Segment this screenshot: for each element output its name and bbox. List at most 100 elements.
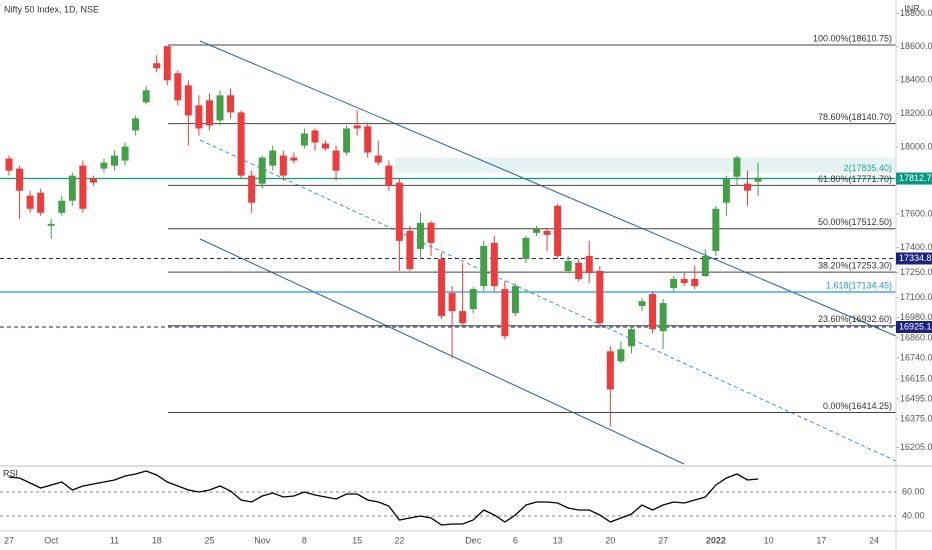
candle-body (733, 157, 741, 177)
candle-body (501, 289, 509, 337)
candle-body (100, 162, 108, 169)
y-tick-label: 16205.00 (900, 442, 932, 452)
x-tick-label: 25 (204, 535, 214, 545)
candle-body (5, 158, 13, 171)
price-tag-label: 16925.15 (899, 321, 932, 331)
candle-body (322, 143, 329, 149)
candle-body (585, 255, 593, 273)
candle-body (121, 146, 129, 161)
price-tag-label: 17334.85 (899, 253, 932, 263)
x-tick-label: 18 (152, 535, 162, 545)
rsi-tick-label: 40.00 (902, 510, 925, 520)
fib-label: 38.20%(17253.30) (818, 260, 892, 270)
candle-body (279, 155, 287, 176)
x-tick-label: 20 (605, 535, 615, 545)
y-tick-label: 17100.00 (900, 292, 932, 302)
extension-label: 1.618(17134.45) (826, 280, 892, 290)
x-tick-label: 11 (110, 535, 119, 545)
extension-band (395, 157, 896, 173)
y-tick-label: 18000.00 (900, 142, 932, 152)
candle-body (332, 150, 340, 171)
candle-body (163, 46, 171, 81)
candle-body (722, 178, 730, 203)
y-tick-label: 17250.00 (900, 267, 932, 277)
y-tick-label: 17400.00 (900, 242, 932, 252)
candle-body (406, 230, 414, 269)
candle-body (58, 200, 66, 213)
candle-body (184, 85, 192, 116)
candle-body (311, 130, 319, 143)
candle-body (385, 165, 393, 186)
candle-body (427, 222, 435, 243)
chart-title: Nifty 50 Index, 1D, NSE (4, 4, 99, 14)
candle-body (216, 95, 224, 121)
y-tick-label: 16615.00 (900, 373, 932, 383)
y-tick-label: 16980.00 (900, 312, 932, 322)
x-tick-label: 27 (658, 535, 668, 545)
candle-body (680, 279, 688, 284)
x-tick-label: 10 (764, 535, 774, 545)
candle-body (490, 242, 498, 287)
x-tick-label: 24 (869, 535, 879, 545)
price-tag (896, 321, 932, 334)
x-tick-label: 27 (4, 535, 14, 545)
x-tick-label: 8 (302, 535, 307, 545)
fib-label: 50.00%(17512.50) (818, 217, 892, 227)
candle-body (469, 289, 477, 310)
candle-body (142, 90, 150, 103)
candle-body (511, 286, 519, 314)
channel-upper (199, 40, 896, 337)
candle-body (195, 105, 203, 129)
candle-body (533, 228, 540, 233)
candle-body (691, 279, 699, 287)
extension-label: 2(17835.40) (843, 163, 892, 173)
y-tick-label: 18600.00 (900, 41, 932, 51)
candle-body (79, 165, 87, 209)
fib-label: 61.80%(17771.70) (818, 174, 892, 184)
fib-label: 0.00%(16414.25) (823, 401, 892, 411)
x-tick-label: Dec (465, 535, 482, 545)
candle-body (47, 223, 55, 226)
candle-body (68, 175, 76, 201)
fib-label: 78.60%(18140.70) (818, 112, 892, 122)
candle-body (174, 73, 182, 101)
y-tick-label: 16740.00 (900, 352, 932, 362)
candle-body (649, 294, 657, 330)
candle-body (543, 230, 551, 235)
x-tick-label: 17 (816, 535, 826, 545)
price-tag (896, 172, 932, 185)
candle-body (416, 222, 424, 249)
candle-body (744, 183, 751, 191)
price-tag-label: 17812.70 (899, 173, 932, 183)
channel-lower (199, 238, 685, 465)
candle-body (522, 237, 530, 259)
candle-body (353, 125, 361, 129)
candle-body (754, 177, 762, 182)
candle-body (89, 178, 97, 183)
rsi-label: RSI (3, 468, 18, 478)
candle-body (480, 245, 488, 287)
candle-body (37, 192, 45, 213)
candle-body (16, 168, 24, 191)
price-pane (0, 40, 896, 465)
candle-body (659, 303, 667, 332)
y-tick-label: 16375.00 (900, 413, 932, 423)
candle-body (227, 95, 235, 113)
candle-body (712, 208, 720, 251)
y-tick-label: 17600.00 (900, 208, 932, 218)
x-tick-label: 15 (352, 535, 362, 545)
candle-body (670, 279, 678, 289)
candle-body (564, 260, 572, 271)
candle-body (300, 133, 308, 146)
x-tick-label: Nov (254, 535, 271, 545)
candle-body (290, 157, 298, 161)
candle-body (596, 270, 604, 324)
candle-body (448, 293, 456, 312)
y-tick-label: 18200.00 (900, 108, 932, 118)
candle-body (701, 255, 709, 277)
candle-body (374, 155, 382, 163)
candle-body (237, 112, 245, 176)
y-tick-label: 18800.00 (900, 8, 932, 18)
